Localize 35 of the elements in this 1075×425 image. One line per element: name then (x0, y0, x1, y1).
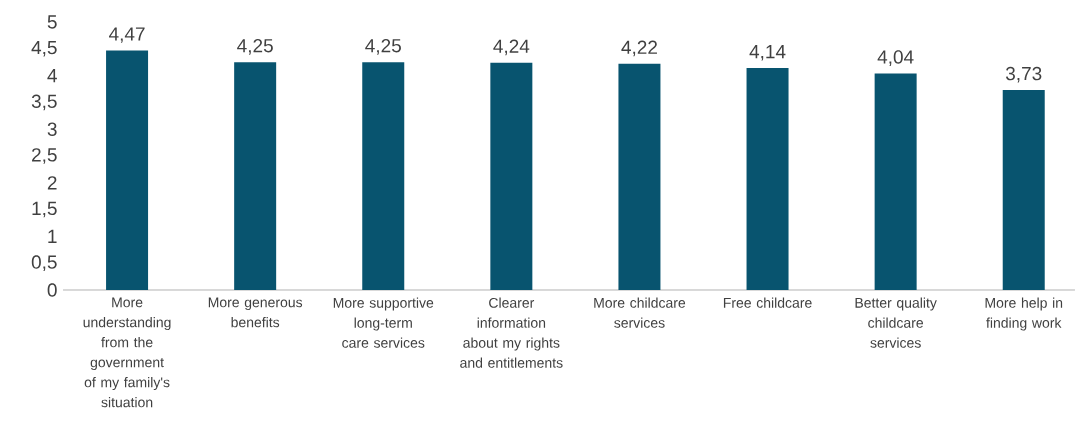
y-tick-label: 0,5 (31, 255, 57, 272)
x-tick-label: More childcare services (594, 297, 686, 328)
x-tick-label: More generous benefits (208, 297, 303, 328)
x-tick-label: Free childcare (723, 297, 812, 308)
data-label: 4,24 (493, 39, 530, 56)
y-tick-label: 1,5 (32, 201, 57, 218)
data-label: 4,04 (877, 50, 914, 66)
data-label: 4,25 (237, 38, 273, 55)
y-tick-label: 1 (48, 229, 57, 243)
y-tick-label: 3 (47, 122, 57, 136)
y-tick-label: 2,5 (32, 148, 57, 164)
data-label: 4,14 (749, 45, 786, 61)
bar (874, 73, 917, 290)
bar (1002, 90, 1045, 290)
y-tick-label: 2 (47, 176, 57, 190)
y-tick-label: 5 (47, 15, 57, 29)
data-label: 4,25 (365, 38, 401, 55)
bar (234, 62, 277, 290)
data-label: 3,73 (1005, 66, 1042, 83)
x-tick-label: More supportive long-term care services (333, 297, 434, 348)
data-label: 4,47 (109, 27, 145, 43)
x-tick-label: Clearer information about my rights and entitlements (460, 297, 563, 368)
bar (746, 68, 789, 290)
y-tick-label: 4,5 (31, 41, 57, 57)
bar (362, 62, 405, 290)
bar (490, 62, 533, 290)
x-tick-label: More help in finding work (985, 297, 1063, 331)
bar (618, 63, 661, 290)
data-label: 4,22 (621, 40, 657, 57)
bar (106, 50, 149, 290)
y-tick-label: 4 (47, 69, 57, 83)
y-tick-label: 3,5 (31, 94, 57, 111)
x-tick-label: Better quality childcare services (855, 297, 937, 348)
y-tick-label: 0 (47, 283, 57, 297)
x-tick-label: More understanding from the government of my family's situation (83, 297, 171, 408)
